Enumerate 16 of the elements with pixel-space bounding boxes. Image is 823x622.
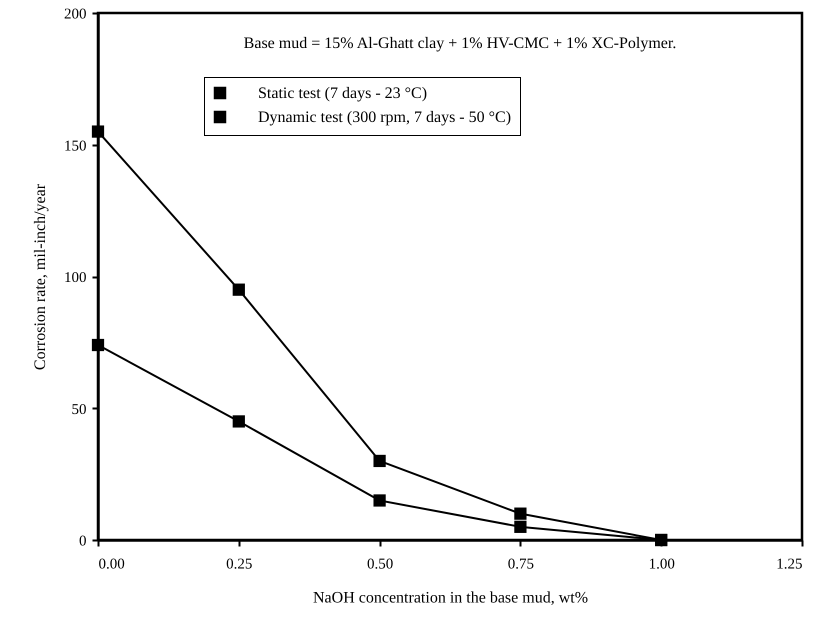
x-tick-label: 0.00 [98,556,125,572]
x-tick-label: 0.50 [366,556,394,572]
annotation: Base mud = 15% Al-Ghatt clay + 1% HV-CMC + 1% XC-Polymer. [244,35,676,52]
x-tick-label: 1.00 [648,556,675,572]
y-tick-label: 100 [64,270,86,286]
y-tick-label: 150 [64,138,86,154]
x-tick-label: 0.25 [226,556,252,572]
x-tick-label: 1.25 [776,556,802,572]
legend-label: Dynamic test (300 rpm, 7 days - 50 °C) [258,109,512,126]
y-axis-title: Corrosion rate, mil-inch/year [32,183,49,370]
y-tick-label: 200 [64,6,86,22]
y-tick-label: 50 [72,402,86,418]
legend-label: Static test (7 days - 23 °C) [258,85,428,102]
y-tick-label: 0 [79,534,86,550]
x-axis-title: NaOH concentration in the base mud, wt% [312,590,588,606]
x-tick-label: 0.75 [508,556,534,572]
